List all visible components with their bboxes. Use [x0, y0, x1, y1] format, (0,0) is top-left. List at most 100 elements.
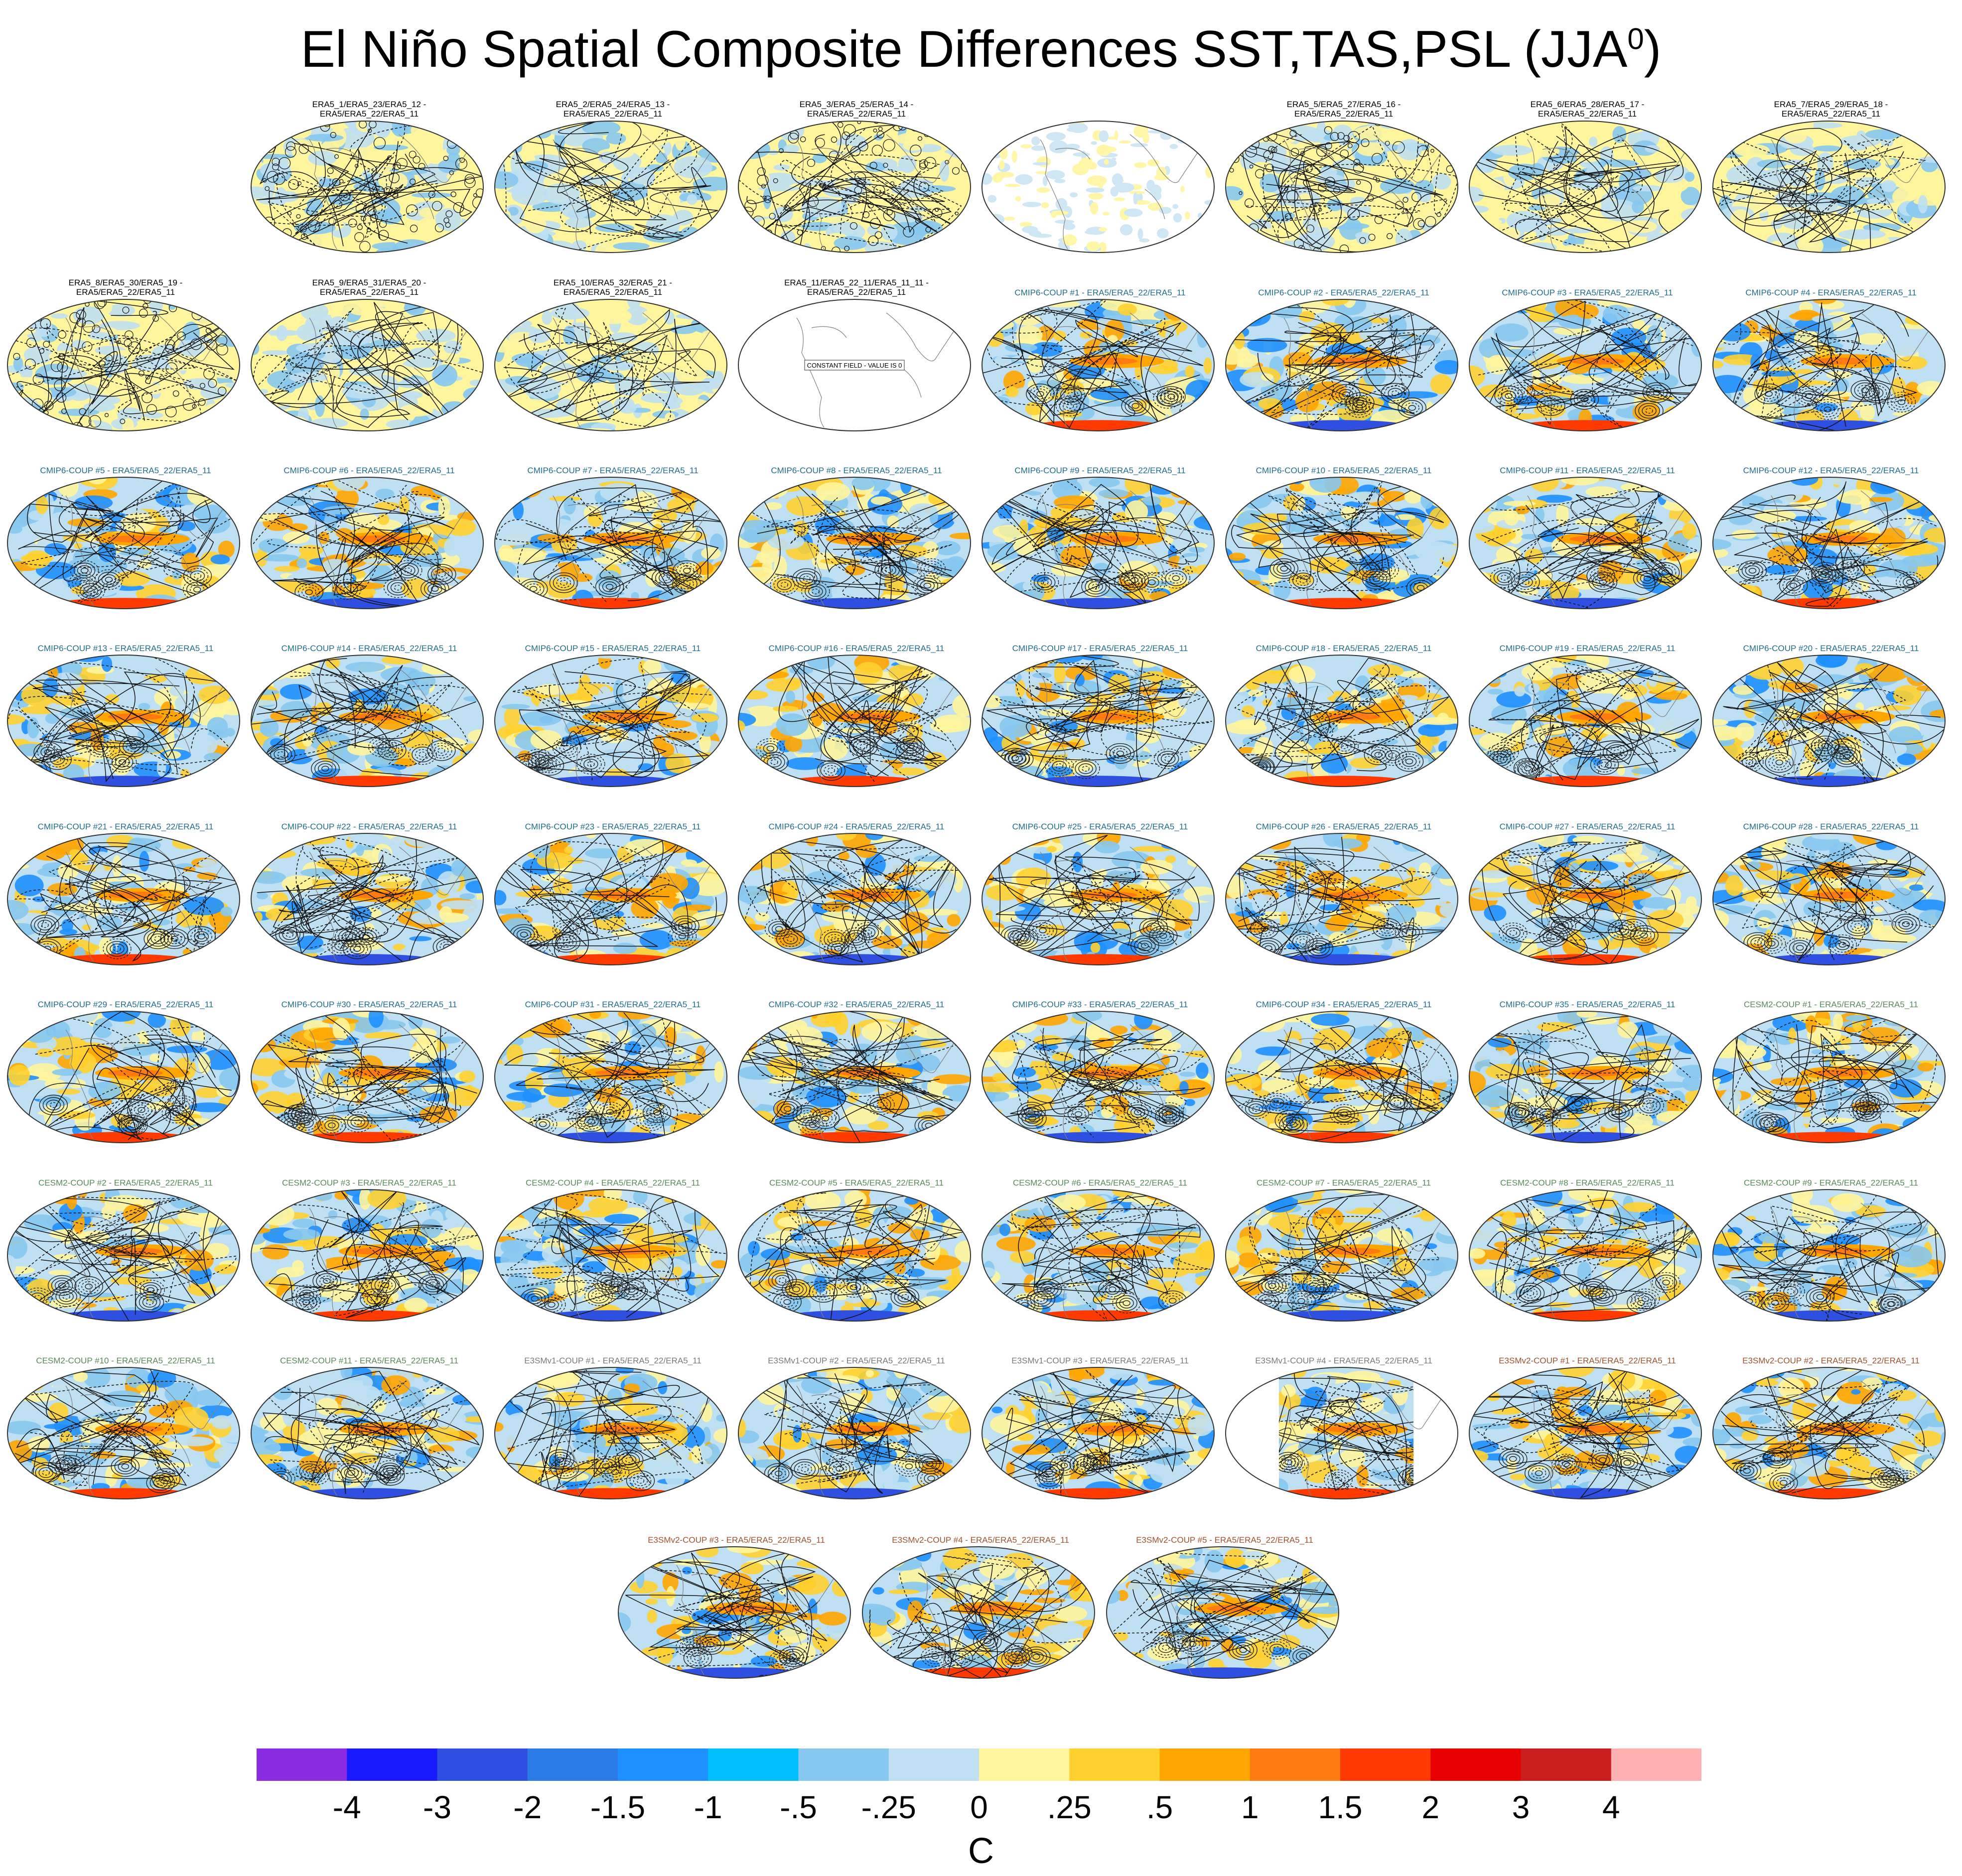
map-border: [1469, 1189, 1702, 1322]
map-field: [1469, 833, 1701, 965]
map-border: [251, 1189, 484, 1322]
panel-title: E3SMv2-COUP #2 - ERA5/ERA5_22/ERA5_11: [1711, 1356, 1951, 1365]
map-panel: CESM2-COUP #8 - ERA5/ERA5_22/ERA5_11: [1468, 1168, 1707, 1328]
map-border: [1225, 1011, 1458, 1143]
map-panel: CMIP6-COUP #17 - ERA5/ERA5_22/ERA5_11: [981, 634, 1220, 793]
colorbar-label: .25: [1047, 1789, 1092, 1825]
map-plot: [7, 1011, 240, 1143]
map-panel: CMIP6-COUP #13 - ERA5/ERA5_22/ERA5_11: [6, 634, 245, 793]
map-field: [251, 1190, 483, 1321]
map-field: [495, 299, 727, 431]
panel-title: CMIP6-COUP #33 - ERA5/ERA5_22/ERA5_11: [981, 1000, 1220, 1009]
map-field: [982, 1011, 1214, 1143]
map-border: [1712, 299, 1946, 431]
coastline: [1527, 134, 1687, 250]
map-border: [251, 1367, 484, 1499]
map-panel: ERA5_2/ERA5_24/ERA5_13 - ERA5/ERA5_22/ERA…: [493, 100, 732, 259]
panel-title: E3SMv1-COUP #1 - ERA5/ERA5_22/ERA5_11: [493, 1356, 732, 1365]
coastline: [553, 490, 713, 606]
map-field: [1713, 1367, 1945, 1499]
panel-title: CMIP6-COUP #3 - ERA5/ERA5_22/ERA5_11: [1468, 288, 1707, 297]
panel-title-line: CMIP6-COUP #4 - ERA5/ERA5_22/ERA5_11: [1745, 288, 1917, 297]
coastline: [1040, 668, 1200, 784]
panel-title: ERA5_10/ERA5_32/ERA5_21 - ERA5/ERA5_22/ER…: [493, 278, 732, 297]
map-plot: [494, 1367, 727, 1499]
map-border: [7, 477, 240, 609]
map-plot: [981, 121, 1215, 253]
map-border: [981, 655, 1215, 787]
panel-title: CMIP6-COUP #21 - ERA5/ERA5_22/ERA5_11: [6, 822, 245, 831]
map-border: [981, 477, 1215, 609]
panel-title: E3SMv2-COUP #3 - ERA5/ERA5_22/ERA5_11: [617, 1535, 856, 1545]
coastline: [553, 1380, 713, 1496]
panel-title-line: ERA5_7/ERA5_29/ERA5_18 -: [1774, 100, 1888, 109]
panel-title: CMIP6-COUP #30 - ERA5/ERA5_22/ERA5_11: [250, 1000, 489, 1009]
coastline: [65, 312, 226, 428]
map-field: [251, 121, 483, 253]
map-plot: [494, 121, 727, 253]
map-plot: [1225, 121, 1458, 253]
map-plot: [1225, 1011, 1458, 1143]
panel-title-line: CMIP6-COUP #9 - ERA5/ERA5_22/ERA5_11: [1014, 466, 1186, 475]
panel-title: CMIP6-COUP #22 - ERA5/ERA5_22/ERA5_11: [250, 822, 489, 831]
panel-title: CMIP6-COUP #15 - ERA5/ERA5_22/ERA5_11: [493, 644, 732, 653]
map-border: [738, 299, 971, 431]
map-panel: CESM2-COUP #3 - ERA5/ERA5_22/ERA5_11: [250, 1168, 489, 1328]
map-field: [1226, 299, 1458, 431]
map-panel: CMIP6-COUP #32 - ERA5/ERA5_22/ERA5_11: [737, 990, 976, 1149]
panel-title-line: ERA5/ERA5_22/ERA5_11: [76, 287, 175, 297]
constant-field-note: CONSTANT FIELD - VALUE IS 0: [807, 362, 902, 369]
map-border: [1469, 299, 1702, 431]
map-plot: [1225, 833, 1458, 965]
panel-title: CMIP6-COUP #24 - ERA5/ERA5_22/ERA5_11: [737, 822, 976, 831]
map-panel: CMIP6-COUP #34 - ERA5/ERA5_22/ERA5_11: [1224, 990, 1463, 1149]
map-plot: [251, 121, 484, 253]
map-border: [251, 655, 484, 787]
map-plot: [1712, 833, 1946, 965]
map-plot: [1469, 833, 1702, 965]
panel-title: CMIP6-COUP #25 - ERA5/ERA5_22/ERA5_11: [981, 822, 1220, 831]
panel-title-line: CMIP6-COUP #29 - ERA5/ERA5_22/ERA5_11: [37, 1000, 214, 1009]
map-plot: [251, 833, 484, 965]
coastline: [1771, 1203, 1931, 1318]
map-panel: E3SMv2-COUP #2 - ERA5/ERA5_22/ERA5_11: [1711, 1346, 1951, 1505]
map-field: [1469, 1011, 1701, 1143]
map-field: [738, 833, 971, 965]
panel-title-line: E3SMv1-COUP #2 - ERA5/ERA5_22/ERA5_11: [768, 1356, 945, 1365]
map-plot: [7, 299, 240, 431]
coastline: [796, 668, 957, 784]
panel-title: CMIP6-COUP #18 - ERA5/ERA5_22/ERA5_11: [1224, 644, 1463, 653]
colorbar-label: -1: [694, 1789, 722, 1825]
panel-title-line: E3SMv1-COUP #1 - ERA5/ERA5_22/ERA5_11: [524, 1356, 701, 1365]
map-field: [251, 655, 483, 787]
coastline: [1283, 490, 1444, 606]
map-border: [981, 1189, 1215, 1322]
panel-title-line: CMIP6-COUP #25 - ERA5/ERA5_22/ERA5_11: [1012, 822, 1188, 831]
coastline: [309, 134, 469, 250]
map-panel: ERA5_6/ERA5_28/ERA5_17 - ERA5/ERA5_22/ERA…: [1468, 100, 1707, 259]
panel-title-line: ERA5_11/ERA5_22_11/ERA5_11_11 -: [784, 278, 929, 287]
panel-title-line: CMIP6-COUP #33 - ERA5/ERA5_22/ERA5_11: [1012, 1000, 1188, 1009]
map-plot: [1469, 121, 1702, 253]
coastline: [65, 1024, 226, 1140]
map-plot: [981, 477, 1215, 609]
map-panel: E3SMv1-COUP #1 - ERA5/ERA5_22/ERA5_11: [493, 1346, 732, 1505]
map-panel: CMIP6-COUP #28 - ERA5/ERA5_22/ERA5_11: [1711, 812, 1951, 971]
colorbar-label: 3: [1512, 1789, 1530, 1825]
map-field: [738, 1011, 971, 1143]
map-panel: CMIP6-COUP #7 - ERA5/ERA5_22/ERA5_11: [493, 456, 732, 615]
map-plot: [494, 477, 727, 609]
panel-title-line: CMIP6-COUP #8 - ERA5/ERA5_22/ERA5_11: [771, 466, 942, 475]
panel-title-line: CMIP6-COUP #1 - ERA5/ERA5_22/ERA5_11: [1014, 288, 1186, 297]
map-plot: [251, 1189, 484, 1322]
panel-title-line: ERA5/ERA5_22/ERA5_11: [319, 109, 419, 119]
map-plot: [738, 1011, 971, 1143]
map-border: [494, 121, 727, 253]
panel-title: CMIP6-COUP #6 - ERA5/ERA5_22/ERA5_11: [250, 466, 489, 475]
map-panel: CMIP6-COUP #27 - ERA5/ERA5_22/ERA5_11: [1468, 812, 1707, 971]
panel-title-line: E3SMv2-COUP #2 - ERA5/ERA5_22/ERA5_11: [1742, 1356, 1920, 1365]
coastline: [1527, 312, 1687, 428]
coastline: [65, 1203, 226, 1318]
map-panel: CMIP6-COUP #21 - ERA5/ERA5_22/ERA5_11: [6, 812, 245, 971]
map-panel: [981, 100, 1220, 259]
